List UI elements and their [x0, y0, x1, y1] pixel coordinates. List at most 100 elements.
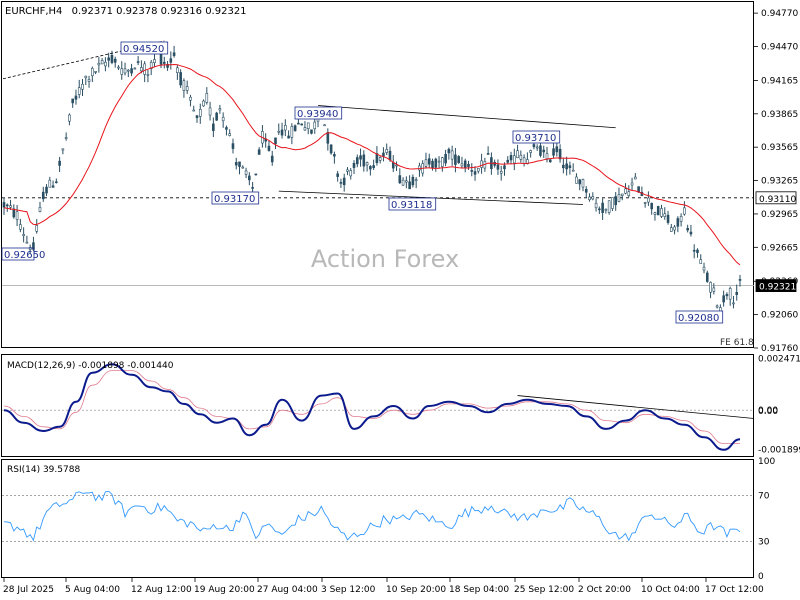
candle-body: [558, 148, 562, 160]
candle-body: [120, 68, 124, 75]
candle-body: [604, 208, 608, 211]
candle: [519, 150, 523, 163]
candle-body: [169, 58, 173, 63]
candle-body: [594, 202, 598, 209]
candle: [205, 87, 209, 105]
candle: [365, 161, 369, 172]
time-tick-label: 2 Oct 20:00: [578, 585, 631, 595]
candle: [202, 99, 205, 107]
candle: [463, 158, 467, 173]
candle-body: [143, 63, 146, 75]
candle: [270, 150, 274, 166]
candle-body: [611, 197, 614, 209]
candle: [647, 191, 650, 206]
candle-body: [22, 234, 25, 236]
candle: [287, 130, 290, 139]
candle-body: [189, 96, 192, 101]
candle-body: [293, 125, 297, 132]
candle: [398, 168, 402, 185]
candle-body: [355, 157, 359, 165]
candle: [656, 205, 660, 216]
candle-body: [107, 57, 110, 61]
candle: [261, 125, 264, 148]
candle-body: [656, 206, 660, 216]
time-tick-label: 5 Aug 04:00: [65, 585, 120, 595]
candle-body: [333, 154, 336, 157]
candle: [509, 151, 513, 164]
candle-body: [568, 165, 572, 168]
peak-label: 0.94520: [120, 41, 169, 55]
candle: [159, 53, 163, 69]
candle: [575, 173, 578, 184]
candle: [192, 105, 196, 112]
candle: [460, 156, 464, 169]
candle-body: [516, 150, 519, 158]
candle: [643, 201, 647, 208]
candle-body: [110, 54, 114, 63]
recent-low-label: 0.92080: [675, 310, 724, 324]
candle-body: [643, 202, 647, 204]
candle: [732, 295, 735, 309]
candle: [267, 140, 271, 152]
candle: [496, 159, 500, 175]
candle-body: [369, 166, 372, 170]
candle: [568, 161, 572, 175]
macd-tick-label: 0.00: [758, 407, 778, 417]
candle: [653, 211, 657, 221]
candle-body: [287, 135, 290, 139]
candle: [241, 165, 245, 169]
price-tick-label: 0.92665: [761, 243, 798, 253]
macd-title: MACD(12,26,9) -0.001898 -0.001440: [7, 361, 174, 371]
lower-high-label-text: 0.93710: [515, 133, 556, 144]
candle-body: [620, 193, 624, 196]
fe-label: FE 61.8: [720, 338, 754, 348]
candle: [411, 174, 415, 188]
moving-average-line: [3, 63, 741, 266]
candle-body: [100, 60, 104, 65]
candle-body: [300, 123, 303, 126]
time-tick-label: 10 Oct 04:00: [641, 585, 700, 595]
time-tick-label: 12 Aug 12:00: [131, 585, 192, 595]
time-tick-label: 18 Sep 04:00: [449, 585, 509, 595]
rsi-tick-label: 30: [758, 538, 770, 548]
candle: [136, 56, 140, 66]
candle-body: [467, 163, 470, 167]
candle: [84, 75, 88, 86]
candle: [683, 201, 686, 216]
candle-body: [712, 287, 716, 292]
rsi-title: RSI(14) 39.5788: [7, 465, 80, 475]
candle: [506, 156, 510, 164]
candle-body: [738, 279, 742, 281]
candle: [473, 166, 477, 181]
candle: [477, 167, 480, 174]
candle: [45, 184, 48, 197]
candle-body: [647, 197, 650, 203]
price-tick-label: 0.93865: [761, 110, 798, 120]
candle-body: [9, 205, 12, 208]
candle-body: [71, 98, 74, 104]
candle: [166, 61, 169, 71]
candle: [627, 185, 631, 198]
candle-body: [601, 202, 604, 213]
candle-body: [696, 249, 699, 253]
candle-body: [529, 150, 532, 153]
candle: [408, 175, 411, 190]
candle-body: [378, 157, 382, 161]
candle-body: [215, 112, 218, 121]
candle: [486, 146, 490, 155]
candle: [512, 148, 516, 171]
candle-body: [463, 160, 467, 168]
candle-body: [81, 83, 84, 90]
candle-body: [5, 204, 9, 207]
candle: [359, 148, 362, 167]
price-tick-label: 0.91760: [761, 344, 798, 354]
candle-body: [257, 149, 261, 155]
candle: [401, 177, 405, 186]
candle-body: [359, 155, 362, 160]
candle: [257, 147, 261, 155]
candle-body: [584, 188, 588, 193]
candle: [264, 133, 267, 148]
candle: [189, 94, 192, 107]
candle-body: [323, 124, 326, 127]
price-tick-label: 0.94165: [761, 76, 798, 86]
